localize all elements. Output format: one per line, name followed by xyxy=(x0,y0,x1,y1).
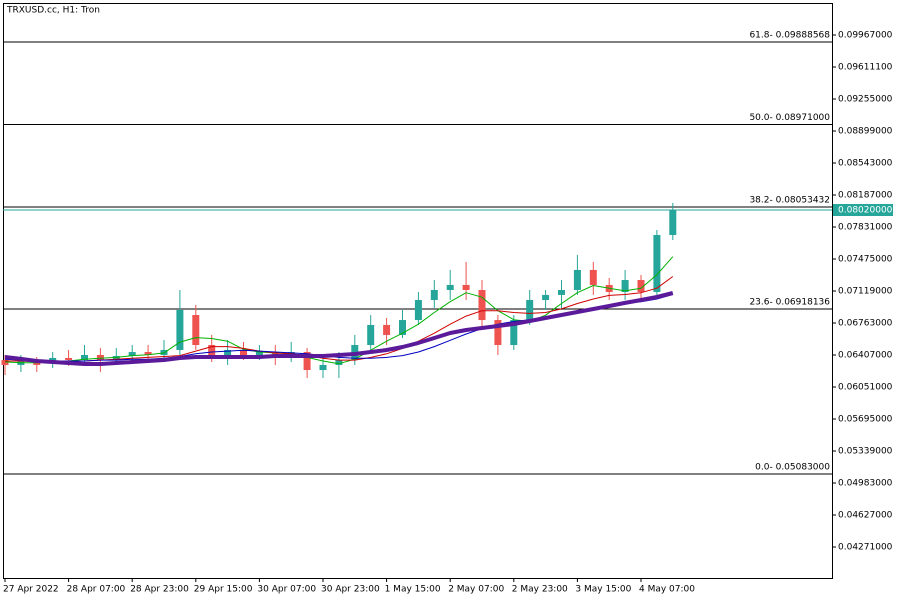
candle-body xyxy=(446,284,454,291)
x-tick-label: 30 Apr 23:00 xyxy=(321,585,380,595)
y-tick-label: 0.04271000 xyxy=(838,542,893,552)
candle-body xyxy=(621,280,629,292)
candle-body xyxy=(478,290,486,321)
candle-body xyxy=(669,210,677,235)
y-tick-label: 0.08543000 xyxy=(838,158,893,168)
y-tick-label: 0.05695000 xyxy=(838,414,893,424)
y-tick-label: 0.06407000 xyxy=(838,350,893,360)
y-tick-label: 0.07831000 xyxy=(838,222,893,232)
chart-title: TRXUSD.cc, H1: Tron xyxy=(6,6,100,16)
level-label: 61.8- 0.09888568 xyxy=(749,31,830,41)
candle-body xyxy=(414,299,422,321)
candle-body xyxy=(144,352,152,355)
x-tick-label: 2 May 07:00 xyxy=(448,585,504,595)
y-tick-label: 0.07119000 xyxy=(838,286,893,296)
candle-body xyxy=(383,324,391,335)
y-tick-label: 0.04983000 xyxy=(838,478,893,488)
candle-body xyxy=(367,324,375,346)
candle-body xyxy=(653,234,661,292)
ma-line xyxy=(4,291,674,366)
candle-body xyxy=(510,320,518,346)
level-label: 23.6- 0.06918136 xyxy=(749,298,830,308)
candle-body xyxy=(399,320,406,335)
candle-body xyxy=(494,320,502,346)
x-tick-label: 29 Apr 15:00 xyxy=(194,585,253,595)
plot-frame xyxy=(3,3,833,579)
x-tick-label: 28 Apr 23:00 xyxy=(130,585,189,595)
candle-body xyxy=(319,364,327,371)
level-label: 50.0- 0.08971000 xyxy=(749,113,830,123)
candle-body xyxy=(462,284,470,291)
candle-body xyxy=(573,269,581,291)
candle-body xyxy=(558,290,565,295)
x-tick-label: 2 May 23:00 xyxy=(512,585,568,595)
y-tick-label: 0.04627000 xyxy=(838,510,893,520)
level-label: 38.2- 0.08053432 xyxy=(749,196,830,206)
candle-body xyxy=(542,294,550,300)
y-tick-label: 0.08899000 xyxy=(838,126,893,136)
candle-body xyxy=(65,357,73,361)
candle-body xyxy=(224,349,232,355)
candle-body xyxy=(240,349,247,355)
candle-body xyxy=(96,354,104,361)
ma-line xyxy=(5,276,674,363)
candle-body xyxy=(255,352,263,355)
candle-body xyxy=(192,314,200,346)
y-tick-label: 0.09967000 xyxy=(838,30,893,40)
current-price-label: 0.08020000 xyxy=(838,206,893,216)
y-tick-label: 0.07475000 xyxy=(838,254,893,264)
candle-body xyxy=(1,360,9,365)
x-tick-label: 1 May 15:00 xyxy=(385,585,441,595)
candle-body xyxy=(112,355,120,361)
candle-body xyxy=(208,345,216,355)
x-tick-label: 28 Apr 07:00 xyxy=(67,585,126,595)
level-label: 0.0- 0.05083000 xyxy=(755,463,830,473)
candle-body xyxy=(176,309,184,350)
candle-body xyxy=(637,280,645,292)
current-price-box xyxy=(833,204,893,217)
candle-body xyxy=(430,290,438,300)
ma-line xyxy=(4,256,674,365)
y-tick-label: 0.08187000 xyxy=(838,190,893,200)
candle-body xyxy=(589,269,597,285)
candle-body xyxy=(128,352,136,356)
candle-body xyxy=(271,352,279,355)
candle-body xyxy=(335,360,343,365)
y-tick-label: 0.05339000 xyxy=(838,446,893,456)
y-tick-label: 0.06051000 xyxy=(838,382,893,392)
candle-body xyxy=(303,352,311,371)
y-tick-label: 0.09611100 xyxy=(838,62,893,72)
x-tick-label: 27 Apr 2022 xyxy=(3,585,59,595)
candle-body xyxy=(81,354,88,361)
candle-body xyxy=(33,362,41,365)
y-tick-label: 0.09255000 xyxy=(838,94,893,104)
x-tick-label: 30 Apr 07:00 xyxy=(257,585,316,595)
x-tick-label: 4 May 07:00 xyxy=(639,585,695,595)
x-tick-label: 3 May 15:00 xyxy=(575,585,631,595)
y-tick-label: 0.06763000 xyxy=(838,318,893,328)
candle-body xyxy=(526,299,534,321)
